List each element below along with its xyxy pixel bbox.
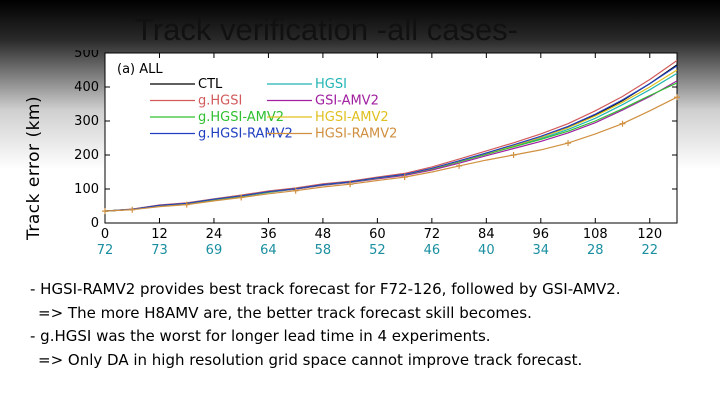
x-tick-label: 108 (583, 227, 608, 242)
x-tick-label: 96 (533, 227, 550, 242)
series-marker (347, 181, 354, 188)
legend-label: HGSI-RAMV2 (315, 127, 397, 142)
legend-label: GSI-AMV2 (315, 94, 379, 109)
case-count-label: 73 (151, 243, 168, 258)
series-line-hgsi-ramv2 (104, 96, 678, 212)
series-marker (674, 94, 680, 101)
x-tick-label: 84 (478, 227, 495, 242)
x-tick-label: 24 (206, 227, 223, 242)
case-count-label: 64 (260, 243, 277, 258)
y-tick-label: 300 (74, 114, 99, 129)
y-tick-label: 100 (74, 182, 99, 197)
series-marker (565, 140, 572, 147)
x-tick-label: 72 (424, 227, 441, 242)
y-tick-label: 500 (74, 50, 99, 61)
y-tick-label: 0 (91, 216, 99, 231)
y-tick-label: 200 (74, 148, 99, 163)
series-marker (102, 208, 108, 215)
series-marker (456, 162, 463, 169)
series-marker (292, 187, 299, 194)
case-count-label: 69 (206, 243, 223, 258)
legend-label: g.HGSI-AMV2 (198, 110, 284, 125)
case-count-label: 34 (533, 243, 550, 258)
series-marker (510, 152, 517, 158)
series-marker (129, 206, 136, 213)
case-count-label: 40 (478, 243, 495, 258)
case-count-label: 28 (587, 243, 604, 258)
legend-label: CTL (198, 77, 223, 92)
x-tick-label: 120 (637, 227, 662, 242)
y-tick-label: 400 (74, 80, 99, 95)
case-count-label: 72 (97, 243, 114, 258)
case-count-label: 58 (315, 243, 332, 258)
x-tick-label: 60 (369, 227, 386, 242)
notes: - HGSI-RAMV2 provides best track forecas… (30, 278, 710, 372)
x-tick-label: 12 (151, 227, 168, 242)
legend-label: HGSI (315, 77, 347, 92)
legend-label: g.HGSI (198, 94, 242, 109)
panel-label: (a) ALL (117, 62, 163, 77)
case-count-label: 46 (424, 243, 441, 258)
legend-label: HGSI-AMV2 (315, 110, 389, 125)
slide-title: Track verification -all cases- (135, 12, 519, 47)
case-count-label: 22 (641, 243, 658, 258)
bullet-4: => Only DA in high resolution grid space… (38, 350, 583, 369)
x-tick-label: 48 (315, 227, 332, 242)
y-axis-label: Track error (km) (24, 95, 44, 240)
x-tick-label: 36 (260, 227, 277, 242)
bullet-3: - g.HGSI was the worst for longer lead t… (30, 327, 491, 345)
legend-label: g.HGSI-RAMV2 (198, 127, 293, 142)
case-count-label: 52 (369, 243, 386, 258)
x-tick-label: 0 (101, 227, 109, 242)
bullet-1: - HGSI-RAMV2 provides best track forecas… (30, 280, 621, 298)
track-error-chart: 0100200300400500072127324693664485860527… (74, 50, 680, 258)
series-line-g-hgsi-ramv2 (104, 65, 678, 212)
series-marker (401, 174, 408, 181)
series-marker (183, 201, 190, 208)
series-marker (619, 120, 626, 127)
series-marker (238, 194, 245, 201)
bullet-2: => The more H8AMV are, the better track … (38, 303, 532, 322)
